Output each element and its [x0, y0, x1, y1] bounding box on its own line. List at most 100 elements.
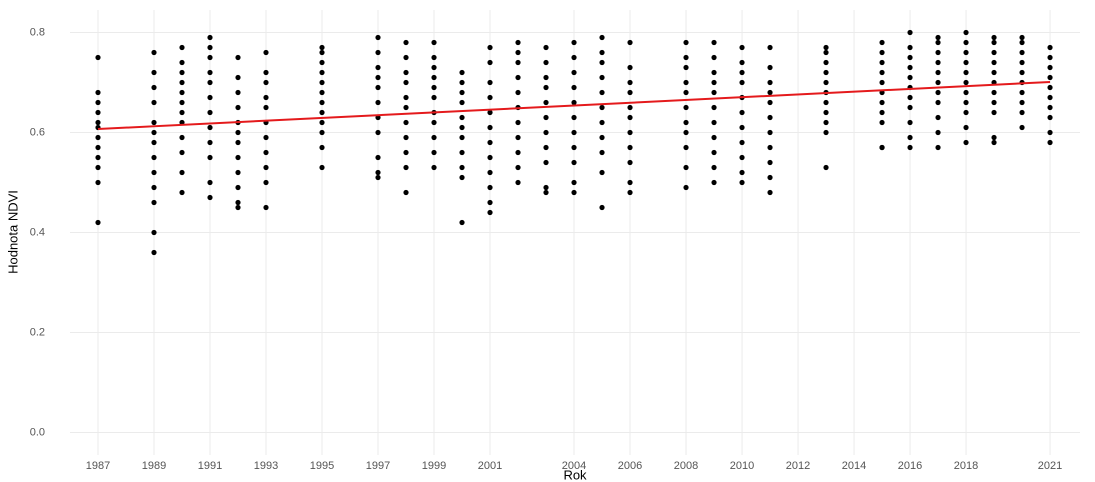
data-point — [935, 39, 941, 46]
data-point — [907, 94, 913, 101]
data-point — [543, 144, 549, 151]
data-point — [711, 89, 717, 96]
data-point — [431, 134, 437, 141]
data-point — [431, 64, 437, 71]
data-point — [991, 99, 997, 106]
data-point — [543, 159, 549, 166]
data-point — [95, 109, 101, 116]
data-point — [627, 89, 633, 96]
data-point — [683, 104, 689, 111]
x-tick-label: 2014 — [842, 460, 866, 472]
data-point — [375, 64, 381, 71]
data-point — [459, 124, 465, 131]
data-point — [95, 99, 101, 106]
data-point — [739, 59, 745, 66]
data-point — [571, 114, 577, 121]
data-point — [1047, 54, 1053, 61]
data-point — [711, 104, 717, 111]
data-point — [935, 99, 941, 106]
data-point — [963, 124, 969, 131]
data-point — [1019, 109, 1025, 116]
x-tick-label: 1993 — [254, 460, 278, 472]
data-point — [151, 169, 157, 176]
data-point — [739, 79, 745, 86]
data-point — [375, 154, 381, 161]
data-point — [767, 89, 773, 96]
data-point — [935, 49, 941, 56]
data-point — [1047, 129, 1053, 136]
data-point — [823, 44, 829, 51]
data-point — [963, 39, 969, 46]
data-point — [263, 69, 269, 76]
data-point — [207, 154, 213, 161]
data-point — [571, 159, 577, 166]
data-point — [879, 59, 885, 66]
x-tick-label: 2008 — [674, 460, 698, 472]
data-point — [991, 134, 997, 141]
data-point — [683, 39, 689, 46]
data-point — [1019, 34, 1025, 41]
data-point — [403, 54, 409, 61]
x-tick-label: 1999 — [422, 460, 446, 472]
y-tick-label: 0.4 — [30, 226, 45, 238]
data-point — [459, 114, 465, 121]
data-point — [907, 104, 913, 111]
data-point — [515, 49, 521, 56]
data-point — [543, 129, 549, 136]
data-point — [991, 59, 997, 66]
data-point — [207, 54, 213, 61]
data-point — [767, 159, 773, 166]
data-point — [319, 164, 325, 171]
data-point — [543, 59, 549, 66]
x-tick-label: 2016 — [898, 460, 922, 472]
data-point — [991, 69, 997, 76]
data-point — [935, 89, 941, 96]
trend-line — [97, 81, 1051, 130]
data-point — [599, 134, 605, 141]
data-point — [151, 139, 157, 146]
data-point — [151, 229, 157, 236]
data-point — [1019, 39, 1025, 46]
data-point — [711, 69, 717, 76]
data-point — [95, 144, 101, 151]
data-point — [1047, 114, 1053, 121]
data-point — [907, 74, 913, 81]
data-point — [459, 79, 465, 86]
data-point — [683, 164, 689, 171]
data-point — [207, 109, 213, 116]
data-point — [683, 144, 689, 151]
data-point — [179, 109, 185, 116]
data-point — [907, 64, 913, 71]
data-point — [571, 189, 577, 196]
data-point — [235, 169, 241, 176]
data-point — [935, 69, 941, 76]
data-point — [823, 69, 829, 76]
x-tick-label: 2018 — [954, 460, 978, 472]
data-point — [711, 179, 717, 186]
data-point — [235, 139, 241, 146]
data-point — [179, 189, 185, 196]
data-point — [1019, 59, 1025, 66]
data-point — [543, 74, 549, 81]
data-point — [1047, 94, 1053, 101]
data-point — [179, 134, 185, 141]
data-point — [627, 79, 633, 86]
data-point — [431, 84, 437, 91]
data-point — [823, 119, 829, 126]
data-point — [403, 189, 409, 196]
data-point — [543, 44, 549, 51]
data-point — [375, 169, 381, 176]
data-point — [263, 134, 269, 141]
data-point — [235, 154, 241, 161]
data-point — [375, 174, 381, 181]
data-point — [179, 44, 185, 51]
data-point — [487, 139, 493, 146]
data-point — [319, 109, 325, 116]
data-point — [879, 119, 885, 126]
data-point — [235, 54, 241, 61]
data-point — [403, 94, 409, 101]
data-point — [263, 104, 269, 111]
data-point — [767, 129, 773, 136]
x-tick-label: 1995 — [310, 460, 334, 472]
data-point — [1047, 84, 1053, 91]
